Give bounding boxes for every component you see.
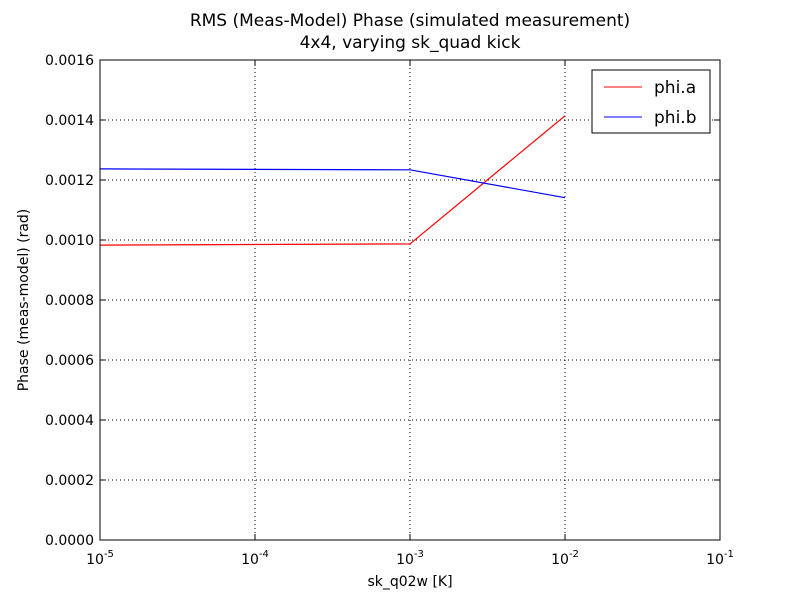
- legend-label-phi-a: phi.a: [654, 78, 696, 98]
- x-tick-label: 10-5: [86, 549, 114, 568]
- x-tick-label: 10-1: [706, 549, 734, 568]
- legend-box: [591, 69, 711, 134]
- y-tick-label: 0.0006: [45, 353, 94, 369]
- y-tick-label: 0.0010: [45, 233, 94, 249]
- plot-series: [99, 115, 566, 246]
- y-tick-label: 0.0012: [45, 173, 94, 189]
- legend-label-phi-b: phi.b: [654, 108, 696, 128]
- x-tick-label: 10-4: [241, 549, 269, 568]
- y-tick-label: 0.0004: [45, 413, 94, 429]
- y-tick-label: 0.0014: [45, 113, 94, 129]
- x-tick-label: 10-2: [551, 549, 579, 568]
- y-tick-label: 0.0016: [45, 53, 94, 69]
- chart-title: RMS (Meas-Model) Phase (simulated measur…: [190, 11, 630, 31]
- y-tick-label: 0.0008: [45, 293, 94, 309]
- legend: phi.a phi.b: [591, 69, 711, 134]
- x-axis-label: sk_q02w [K]: [367, 574, 452, 590]
- y-axis-label: Phase (meas-model) (rad): [16, 209, 32, 392]
- x-tick-label: 10-3: [396, 549, 424, 568]
- chart-subtitle: 4x4, varying sk_quad kick: [300, 33, 521, 53]
- axis-ticks: 10-5 10-4 10-3 10-2 10-1 0.0000 0.0002 0.0004 0.…: [45, 53, 734, 568]
- y-tick-label: 0.0000: [45, 533, 94, 549]
- y-tick-label: 0.0002: [45, 473, 94, 489]
- series-line-phi-a: [99, 115, 566, 246]
- series-line-phi-b: [99, 168, 566, 199]
